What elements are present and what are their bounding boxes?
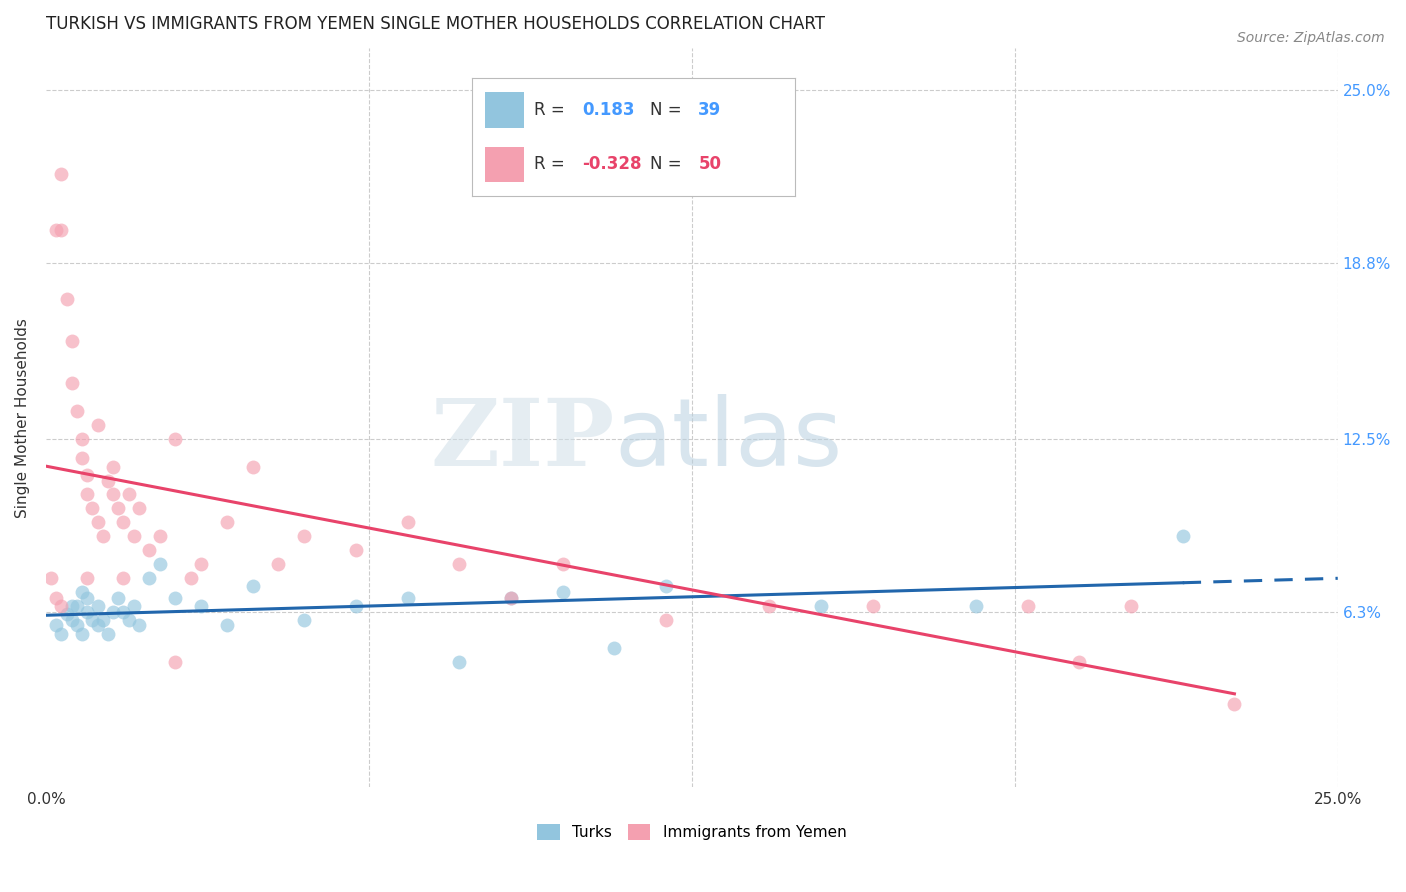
Point (55, 293, 77, 307)
Point (60, 334, 83, 348)
Point (165, 432, 187, 446)
Point (45, 618, 67, 632)
Text: ZIP: ZIP (430, 395, 614, 485)
Point (128, 618, 150, 632)
Point (76, 605, 98, 619)
Point (76, 591, 98, 605)
Point (396, 516, 419, 530)
Point (70, 451, 93, 466)
Legend: Turks, Immigrants from Yemen: Turks, Immigrants from Yemen (531, 818, 852, 846)
Point (1171, 529, 1194, 543)
Point (91, 613, 114, 627)
Point (101, 459, 124, 474)
Point (396, 591, 419, 605)
Point (82, 501, 104, 516)
Text: Source: ZipAtlas.com: Source: ZipAtlas.com (1237, 31, 1385, 45)
Point (128, 501, 150, 516)
Point (117, 487, 139, 501)
Point (70, 627, 93, 641)
Point (1223, 697, 1246, 711)
Point (45, 222, 67, 236)
Point (655, 579, 678, 593)
Point (112, 605, 135, 619)
Point (76, 571, 98, 585)
Point (242, 459, 264, 474)
Point (82, 613, 104, 627)
Point (112, 516, 135, 530)
Point (215, 516, 238, 530)
Point (190, 599, 212, 613)
Point (76, 487, 98, 501)
Point (70, 585, 93, 599)
Point (55, 607, 77, 622)
Point (449, 557, 471, 571)
Point (76, 467, 98, 482)
Point (165, 655, 187, 669)
Point (117, 613, 139, 627)
Point (149, 557, 172, 571)
Point (122, 529, 145, 543)
Point (449, 655, 471, 669)
Point (190, 557, 212, 571)
Point (66, 404, 89, 418)
Point (39, 571, 62, 585)
Point (86, 516, 108, 530)
Point (51, 167, 73, 181)
Point (344, 543, 367, 558)
Point (60, 599, 83, 613)
Point (603, 640, 626, 655)
Point (97, 627, 120, 641)
Point (267, 557, 290, 571)
Point (66, 599, 89, 613)
Point (242, 579, 264, 593)
Point (51, 599, 73, 613)
Point (86, 618, 108, 632)
Point (122, 599, 145, 613)
Point (551, 557, 574, 571)
Point (86, 417, 108, 432)
Point (810, 599, 832, 613)
Point (51, 627, 73, 641)
Point (758, 599, 780, 613)
Point (215, 618, 238, 632)
Point (149, 529, 172, 543)
Point (101, 487, 124, 501)
Point (292, 529, 315, 543)
Point (70, 432, 93, 446)
Point (965, 599, 987, 613)
Point (138, 543, 160, 558)
Point (66, 618, 89, 632)
Point (91, 529, 114, 543)
Point (499, 591, 522, 605)
Point (551, 585, 574, 599)
Text: atlas: atlas (614, 394, 842, 486)
Point (112, 571, 135, 585)
Point (107, 591, 129, 605)
Point (101, 605, 124, 619)
Point (60, 376, 83, 390)
Point (60, 613, 83, 627)
Point (862, 599, 884, 613)
Point (165, 591, 187, 605)
Point (1069, 655, 1091, 669)
Point (45, 591, 67, 605)
Point (292, 613, 315, 627)
Point (86, 599, 108, 613)
Point (1119, 599, 1142, 613)
Point (180, 571, 202, 585)
Point (138, 571, 160, 585)
Y-axis label: Single Mother Households: Single Mother Households (15, 318, 30, 517)
Point (107, 501, 129, 516)
Point (51, 222, 73, 236)
Point (344, 599, 367, 613)
Text: TURKISH VS IMMIGRANTS FROM YEMEN SINGLE MOTHER HOUSEHOLDS CORRELATION CHART: TURKISH VS IMMIGRANTS FROM YEMEN SINGLE … (46, 15, 825, 33)
Point (499, 591, 522, 605)
Point (1017, 599, 1039, 613)
Point (655, 613, 678, 627)
Point (97, 474, 120, 488)
